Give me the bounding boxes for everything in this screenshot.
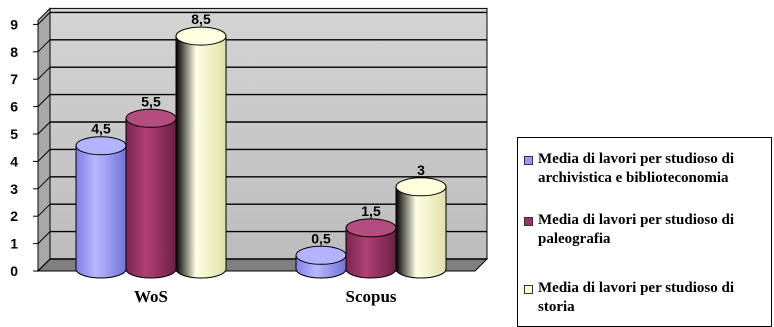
gridline-diagonal	[37, 121, 51, 135]
bar-body	[395, 186, 447, 279]
y-tick-label: 5	[10, 126, 18, 142]
data-label: 8,5	[191, 11, 211, 27]
bar	[295, 245, 347, 279]
x-axis: WoS Scopus	[134, 287, 397, 306]
legend-swatch	[524, 156, 533, 165]
gridline-diagonal	[37, 12, 51, 25]
bar-top	[395, 177, 447, 197]
bar	[395, 177, 447, 279]
y-tick-label: 8	[10, 44, 18, 60]
y-tick-label: 7	[10, 71, 18, 87]
bars	[75, 26, 447, 279]
data-label: 3	[417, 162, 425, 178]
data-label: 0,5	[311, 230, 331, 246]
bar-body	[175, 35, 227, 279]
gridline-diagonal	[37, 94, 51, 107]
legend-label: Media di lavori per studioso di storia	[538, 280, 734, 315]
data-label: 4,5	[91, 121, 111, 137]
gridline-diagonal	[37, 258, 51, 272]
gridline-diagonal	[37, 66, 51, 80]
bar-body	[125, 117, 177, 279]
legend-swatch	[524, 285, 533, 294]
y-tick-label: 4	[10, 153, 18, 169]
data-label: 5,5	[141, 93, 161, 109]
data-label: 1,5	[361, 203, 381, 219]
bar	[175, 26, 227, 279]
gridline-diagonal	[37, 231, 51, 244]
bar-top	[75, 136, 127, 156]
y-tick-label: 0	[10, 263, 18, 279]
bar-top	[125, 108, 177, 128]
bar-top	[175, 26, 227, 46]
gridline-diagonal	[37, 176, 51, 190]
gridline-diagonal	[37, 149, 51, 162]
y-tick-label: 2	[10, 208, 18, 224]
legend-label: Media di lavori per studioso di archivis…	[538, 151, 734, 186]
y-tick-label: 6	[10, 99, 18, 115]
gridline-diagonal	[37, 203, 51, 217]
bar-top	[295, 245, 347, 265]
x-category-label: Scopus	[345, 287, 396, 306]
gridline-diagonal	[37, 39, 51, 53]
y-tick-label: 9	[10, 16, 18, 32]
side-wall	[37, 7, 51, 273]
legend-swatch	[524, 217, 533, 226]
legend: Media di lavori per studioso di archivis…	[517, 137, 772, 327]
y-tick-label: 3	[10, 181, 18, 197]
bar	[345, 218, 397, 279]
legend-label: Media di lavori per studioso di paleogra…	[538, 212, 734, 247]
x-category-label: WoS	[134, 287, 168, 306]
bar	[125, 108, 177, 279]
bar	[75, 136, 127, 279]
bar-body	[345, 227, 397, 279]
bar-body	[75, 145, 127, 279]
data-labels: 4,5 5,5 8,5 0,5 1,5 3	[91, 11, 425, 246]
bar-top	[345, 218, 397, 238]
y-tick-label: 1	[10, 236, 18, 252]
